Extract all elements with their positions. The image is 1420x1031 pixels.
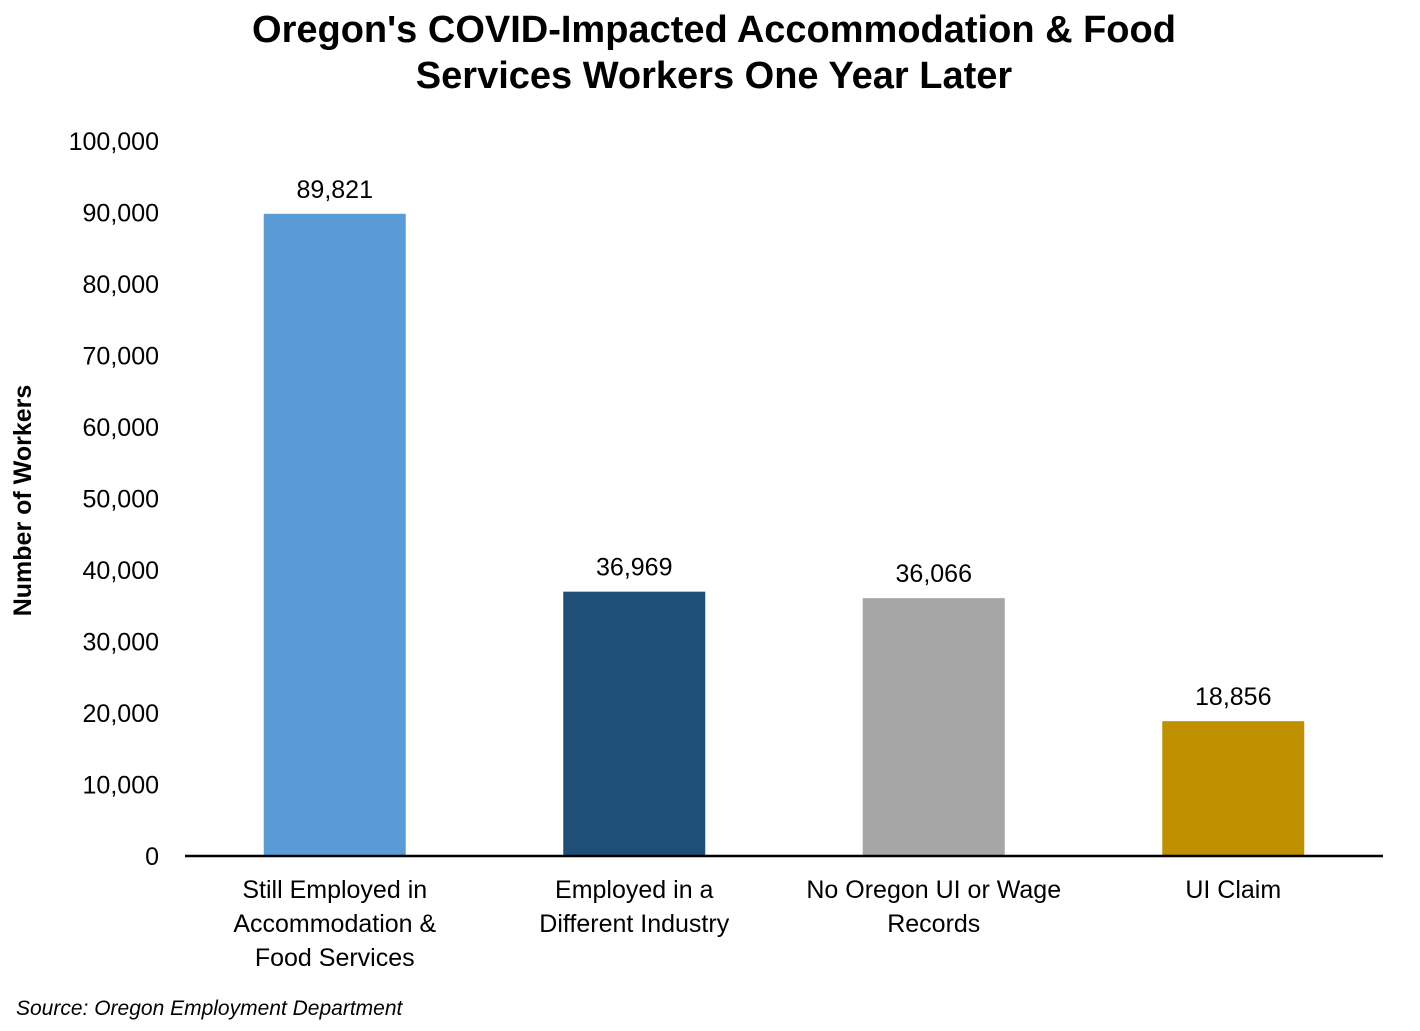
category-label: Different Industry (539, 910, 729, 938)
data-label: 36,969 (596, 554, 672, 582)
category-label: Employed in a (555, 876, 714, 904)
y-tick-label: 30,000 (83, 629, 159, 657)
y-tick-label: 80,000 (83, 271, 159, 299)
y-tick-label: 70,000 (83, 343, 159, 371)
y-tick-label: 50,000 (83, 486, 159, 514)
category-label: Food Services (255, 944, 415, 972)
y-axis-title-group: Number of Workers (9, 385, 37, 617)
y-tick-label: 60,000 (83, 414, 159, 442)
category-label: Still Employed in (242, 876, 427, 904)
category-label: No Oregon UI or Wage (806, 876, 1061, 904)
y-tick-label: 100,000 (69, 128, 159, 156)
y-tick-label: 0 (145, 843, 159, 871)
data-labels: 89,821 36,969 36,066 18,856 (297, 176, 1272, 711)
category-label: Accommodation & (233, 910, 436, 938)
bar (1162, 721, 1305, 856)
category-labels: Still Employed in Accommodation & Food Ser… (233, 876, 1281, 972)
chart-title-line: Services Workers One Year Later (416, 55, 1013, 97)
source-note: Source: Oregon Employment Department (16, 997, 404, 1020)
data-label: 18,856 (1195, 683, 1271, 711)
y-axis-ticks: 0 10,000 20,000 30,000 40,000 50,000 60,000 70,… (69, 128, 159, 871)
bars (263, 213, 1305, 856)
data-label: 36,066 (896, 560, 972, 588)
category-label: Records (887, 910, 980, 938)
chart-title-line: Oregon's COVID-Impacted Accommodation & … (252, 9, 1176, 51)
y-tick-label: 40,000 (83, 557, 159, 585)
y-tick-label: 90,000 (83, 200, 159, 228)
y-tick-label: 10,000 (83, 772, 159, 800)
bar (263, 213, 406, 856)
data-label: 89,821 (297, 176, 373, 204)
y-axis-title: Number of Workers (9, 385, 37, 617)
category-label: UI Claim (1185, 876, 1281, 904)
bar (563, 591, 706, 856)
bar (862, 598, 1005, 856)
chart-title: Oregon's COVID-Impacted Accommodation & … (252, 9, 1176, 97)
source-note-group: Source: Oregon Employment Department (16, 997, 404, 1020)
y-tick-label: 20,000 (83, 700, 159, 728)
